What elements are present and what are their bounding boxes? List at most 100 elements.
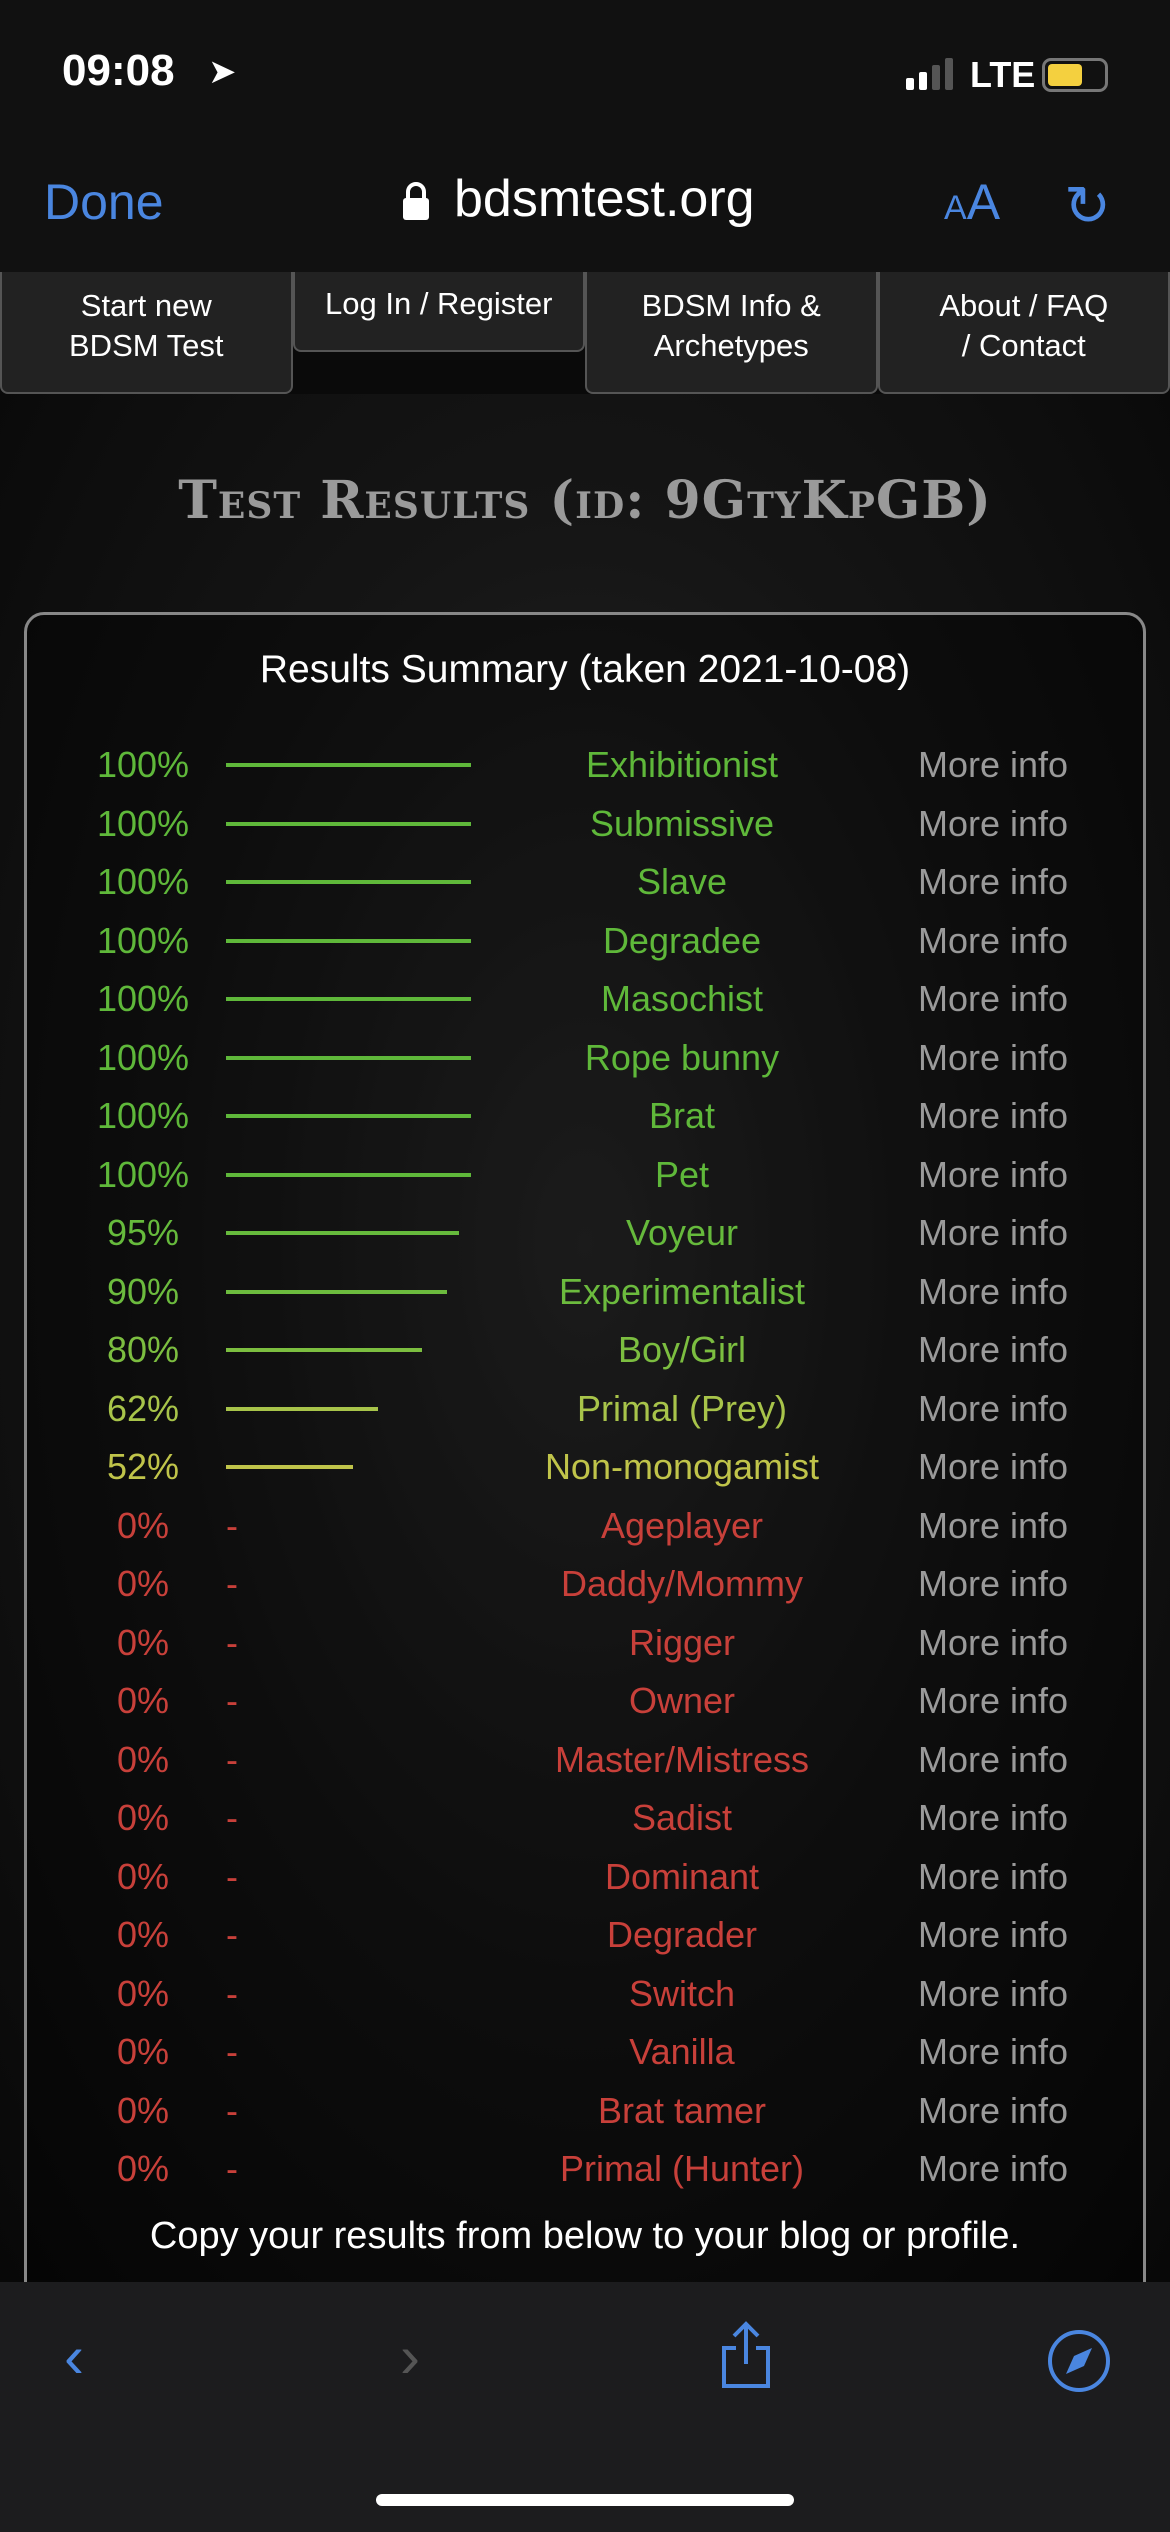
- result-name[interactable]: Brat: [648, 1095, 716, 1136]
- result-bar: [226, 1172, 471, 1177]
- signal-icon: [906, 58, 953, 90]
- result-row: 0% - Vanilla More info: [0, 2023, 1170, 2081]
- result-percent: 62%: [106, 1387, 180, 1429]
- more-info-link[interactable]: More info: [917, 1914, 1069, 1955]
- more-info-link[interactable]: More info: [917, 1270, 1069, 1312]
- result-name[interactable]: Voyeur: [625, 1212, 739, 1253]
- result-bar: [226, 880, 471, 884]
- result-name[interactable]: Non-monogamist: [544, 1446, 820, 1487]
- result-row: 0% - Primal (Hunter) More info: [0, 2140, 1170, 2198]
- result-bar: [226, 938, 471, 943]
- more-info-link[interactable]: More info: [917, 1797, 1069, 1838]
- more-info-link[interactable]: More info: [917, 919, 1069, 961]
- result-percent: 100%: [96, 919, 190, 961]
- result-percent: 90%: [106, 1270, 180, 1312]
- back-icon[interactable]: ‹: [64, 2323, 84, 2390]
- compass-icon[interactable]: [1046, 2328, 1112, 2394]
- result-name[interactable]: Daddy/Mommy: [560, 1563, 804, 1604]
- more-info-link[interactable]: More info: [917, 1212, 1069, 1253]
- more-info-link[interactable]: More info: [917, 1504, 1069, 1546]
- more-info-link[interactable]: More info: [917, 1153, 1069, 1195]
- site-nav: Start new BDSM Test Log In / Register BDS…: [0, 272, 1170, 394]
- result-name[interactable]: Masochist: [600, 978, 764, 1019]
- result-row: 0% - Brat tamer More info: [0, 2082, 1170, 2140]
- result-name[interactable]: Submissive: [589, 802, 775, 844]
- more-info-link[interactable]: More info: [917, 861, 1069, 902]
- nav-label: About / FAQ: [939, 288, 1109, 323]
- more-info-link[interactable]: More info: [917, 802, 1069, 844]
- nav-label: BDSM Info &: [641, 288, 821, 323]
- result-percent: 52%: [106, 1446, 180, 1487]
- result-name[interactable]: Boy/Girl: [617, 1329, 747, 1370]
- status-bar: 09:08 ➤ LTE: [0, 0, 1170, 135]
- result-name[interactable]: Primal (Prey): [576, 1387, 787, 1429]
- result-name[interactable]: Pet: [654, 1153, 710, 1195]
- result-percent: 95%: [106, 1212, 180, 1253]
- result-name[interactable]: Rope bunny: [584, 1036, 780, 1078]
- result-row: 0% - Rigger More info: [0, 1614, 1170, 1672]
- more-info-link[interactable]: More info: [917, 2148, 1069, 2189]
- result-name[interactable]: Owner: [628, 1680, 736, 1721]
- more-info-link[interactable]: More info: [917, 2089, 1069, 2131]
- forward-icon[interactable]: ›: [400, 2323, 420, 2390]
- result-row: 100% Brat More info: [0, 1087, 1170, 1145]
- result-name[interactable]: Primal (Hunter): [559, 2148, 805, 2189]
- result-name[interactable]: Vanilla: [629, 2031, 735, 2072]
- result-row: 0% - Dominant More info: [0, 1848, 1170, 1906]
- result-name[interactable]: Sadist: [631, 1797, 733, 1838]
- more-info-link[interactable]: More info: [917, 1680, 1069, 1721]
- text-size-button[interactable]: AA: [944, 174, 1001, 230]
- more-info-link[interactable]: More info: [917, 1855, 1069, 1897]
- result-name[interactable]: Master/Mistress: [554, 1738, 810, 1780]
- result-name[interactable]: Exhibitionist: [585, 744, 779, 785]
- result-name[interactable]: Experimentalist: [558, 1270, 806, 1312]
- graffiti-background: [0, 394, 1170, 2282]
- result-name[interactable]: Degradee: [602, 919, 762, 961]
- more-info-link[interactable]: More info: [917, 1329, 1069, 1370]
- result-percent: 100%: [96, 744, 190, 785]
- more-info-link[interactable]: More info: [917, 978, 1069, 1019]
- result-name[interactable]: Switch: [628, 1972, 736, 2014]
- more-info-link[interactable]: More info: [917, 1095, 1069, 1136]
- result-name[interactable]: Ageplayer: [600, 1504, 764, 1546]
- more-info-link[interactable]: More info: [917, 1563, 1069, 1604]
- reload-icon[interactable]: ↻: [1064, 174, 1111, 237]
- result-percent: 100%: [96, 1153, 190, 1195]
- result-row: 100% Pet More info: [0, 1146, 1170, 1204]
- more-info-link[interactable]: More info: [917, 1036, 1069, 1078]
- nav-login[interactable]: Log In / Register: [292, 272, 585, 352]
- more-info-link[interactable]: More info: [917, 1621, 1069, 1663]
- result-bar: [226, 1348, 422, 1352]
- nav-start-test[interactable]: Start new BDSM Test: [0, 272, 293, 394]
- result-row: 0% - Daddy/Mommy More info: [0, 1555, 1170, 1613]
- result-percent: 0%: [116, 1972, 170, 2014]
- share-icon[interactable]: [718, 2320, 774, 2390]
- result-name[interactable]: Dominant: [604, 1855, 760, 1897]
- result-name[interactable]: Slave: [636, 861, 728, 902]
- more-info-link[interactable]: More info: [917, 1387, 1069, 1429]
- more-info-link[interactable]: More info: [917, 2031, 1069, 2072]
- result-name[interactable]: Rigger: [628, 1621, 736, 1663]
- result-name[interactable]: Degrader: [606, 1914, 758, 1955]
- result-name[interactable]: Brat tamer: [597, 2089, 767, 2131]
- result-row: 100% Submissive More info: [0, 795, 1170, 853]
- nav-info[interactable]: BDSM Info & Archetypes: [585, 272, 878, 394]
- nav-about[interactable]: About / FAQ / Contact: [877, 272, 1170, 394]
- clock: 09:08: [62, 46, 175, 95]
- result-percent: 0%: [116, 1504, 170, 1546]
- copy-instructions: Copy your results from below to your blo…: [149, 2215, 1021, 2257]
- more-info-link[interactable]: More info: [917, 1972, 1069, 2014]
- result-percent: 100%: [96, 802, 190, 844]
- result-bar-empty: -: [226, 1563, 238, 1604]
- more-info-link[interactable]: More info: [917, 1446, 1069, 1487]
- more-info-link[interactable]: More info: [917, 1738, 1069, 1780]
- done-button[interactable]: Done: [44, 174, 164, 230]
- result-row: 100% Rope bunny More info: [0, 1029, 1170, 1087]
- result-row: 0% - Sadist More info: [0, 1789, 1170, 1847]
- result-row: 0% - Switch More info: [0, 1965, 1170, 2023]
- more-info-link[interactable]: More info: [917, 744, 1069, 785]
- result-row: 80% Boy/Girl More info: [0, 1321, 1170, 1379]
- results-box: [24, 612, 1146, 2372]
- url-field[interactable]: bdsmtest.org: [454, 170, 755, 228]
- result-percent: 0%: [116, 1563, 170, 1604]
